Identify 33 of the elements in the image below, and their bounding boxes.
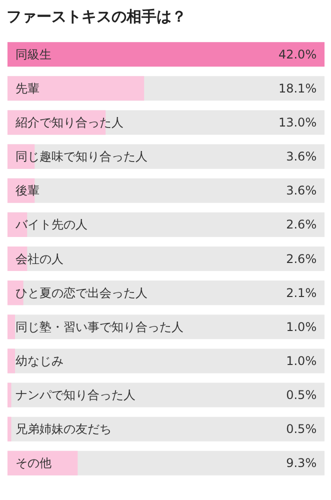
data-label: 13.0% [278,115,317,130]
y-tick-label: 幼なじみ [15,354,64,368]
data-label: 18.1% [278,81,317,96]
data-label: 2.1% [286,286,317,300]
y-tick-label: 後輩 [15,184,40,198]
bar [7,314,16,340]
bar [7,450,78,476]
bar [7,416,12,442]
data-label: 42.0% [278,47,317,62]
bar [7,382,12,408]
y-tick-label: ひと夏の恋で出会った人 [15,286,148,300]
y-tick-label: 先輩 [15,81,40,96]
y-tick-label: 同じ塾・習い事で知り合った人 [15,320,184,334]
data-label: 2.6% [286,218,317,232]
data-label: 3.6% [286,184,317,198]
data-label: 3.6% [286,150,317,164]
y-tick-label: 同じ趣味で知り合った人 [15,150,148,164]
y-tick-label: その他 [15,456,52,470]
y-tick-label: 会社の人 [15,252,64,266]
bar [7,348,16,374]
y-tick-label: 紹介で知り合った人 [14,115,124,130]
data-label: 0.5% [286,388,317,402]
y-tick-label: 同級生 [15,47,52,62]
y-tick-label: ナンパで知り合った人 [15,388,136,402]
chart-title: ファーストキスの相手は？ [6,8,186,26]
bar [7,212,28,237]
y-tick-label: バイト先の人 [14,218,88,232]
data-label: 2.6% [286,252,317,266]
y-tick-label: 兄弟姉妹の友だち [15,422,112,436]
data-label: 1.0% [286,354,317,368]
data-label: 1.0% [286,320,317,334]
data-label: 9.3% [286,456,317,470]
data-label: 0.5% [286,422,317,436]
